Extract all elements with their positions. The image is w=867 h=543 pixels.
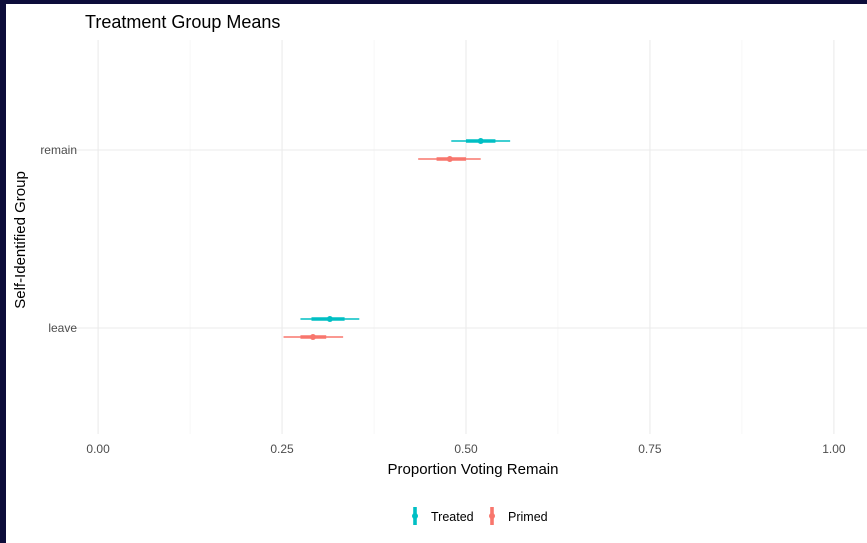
legend-key-point (412, 513, 418, 519)
y-tick-label: remain (40, 143, 77, 157)
y-tick-label: leave (48, 321, 77, 335)
data-marks (283, 138, 511, 340)
legend-label: Primed (508, 510, 548, 524)
axis-labels: 0.00 0.25 0.50 0.75 1.00 leave remain (40, 143, 846, 456)
mean-point (326, 316, 333, 322)
x-tick-label: 0.75 (638, 442, 662, 456)
treatment-means-chart: 0.00 0.25 0.50 0.75 1.00 leave remain Treatmen… (12, 12, 867, 525)
x-tick-label: 0.50 (454, 442, 478, 456)
chart-title: Treatment Group Means (85, 12, 280, 32)
mean-point (446, 156, 453, 162)
grid-lines (65, 40, 867, 434)
x-tick-label: 0.00 (86, 442, 110, 456)
chart-panel: 0.00 0.25 0.50 0.75 1.00 leave remain Treatmen… (6, 4, 867, 543)
legend-key-point (489, 513, 495, 519)
legend: Treated Primed (412, 507, 548, 525)
legend-label: Treated (431, 510, 474, 524)
x-tick-label: 0.25 (270, 442, 294, 456)
x-tick-label: 1.00 (822, 442, 846, 456)
mean-point (309, 334, 316, 340)
mean-point (477, 138, 484, 144)
y-axis-title: Self-Identified Group (12, 171, 29, 309)
x-axis-title: Proportion Voting Remain (388, 461, 559, 478)
